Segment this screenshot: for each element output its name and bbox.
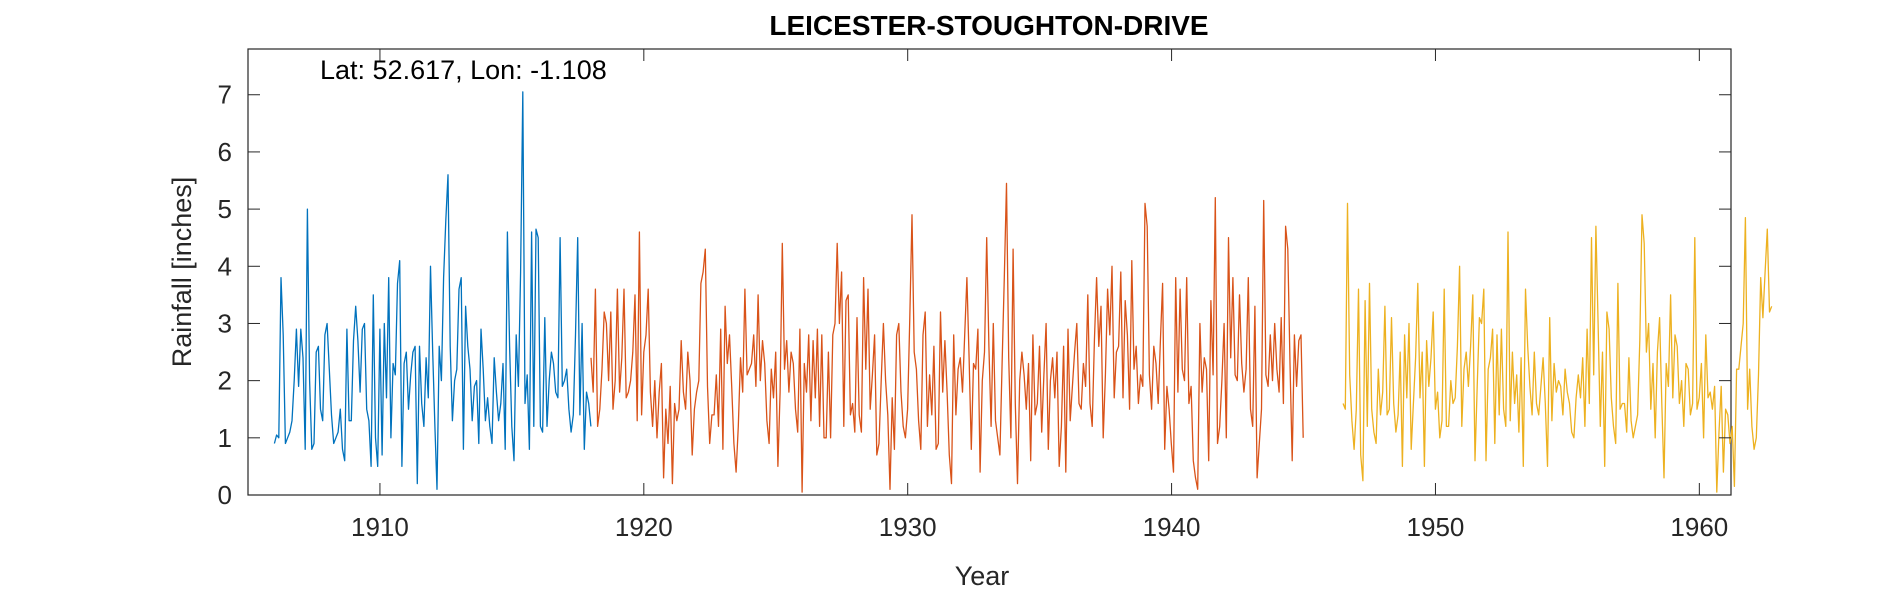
y-tick-label: 7 [218, 80, 232, 110]
x-tick-label: 1940 [1143, 512, 1201, 542]
plot-area [247, 48, 1732, 496]
series-layer [273, 91, 1773, 493]
chart-title: LEICESTER-STOUGHTON-DRIVE [769, 10, 1208, 41]
x-tick-label: 1920 [615, 512, 673, 542]
y-axis-label: Rainfall [inches] [167, 177, 197, 368]
y-axis: 0 1 2 3 4 5 6 7 [218, 80, 1731, 510]
y-tick-label: 1 [218, 423, 232, 453]
x-tick-label: 1960 [1670, 512, 1728, 542]
y-tick-label: 0 [218, 480, 232, 510]
series-line-3 [1342, 202, 1773, 493]
location-annotation: Lat: 52.617, Lon: -1.108 [320, 55, 607, 85]
x-axis-label: Year [955, 561, 1010, 591]
x-tick-label: 1950 [1407, 512, 1465, 542]
x-tick-label: 1930 [879, 512, 937, 542]
y-tick-label: 2 [218, 366, 232, 396]
series-line-2 [590, 182, 1304, 493]
y-tick-label: 3 [218, 308, 232, 338]
y-tick-label: 6 [218, 137, 232, 167]
x-axis: 1910 1920 1930 1940 1950 1960 [351, 49, 1728, 542]
y-tick-label: 4 [218, 251, 232, 281]
x-tick-label: 1910 [351, 512, 409, 542]
y-tick-label: 5 [218, 194, 232, 224]
series-line-1 [273, 91, 592, 490]
